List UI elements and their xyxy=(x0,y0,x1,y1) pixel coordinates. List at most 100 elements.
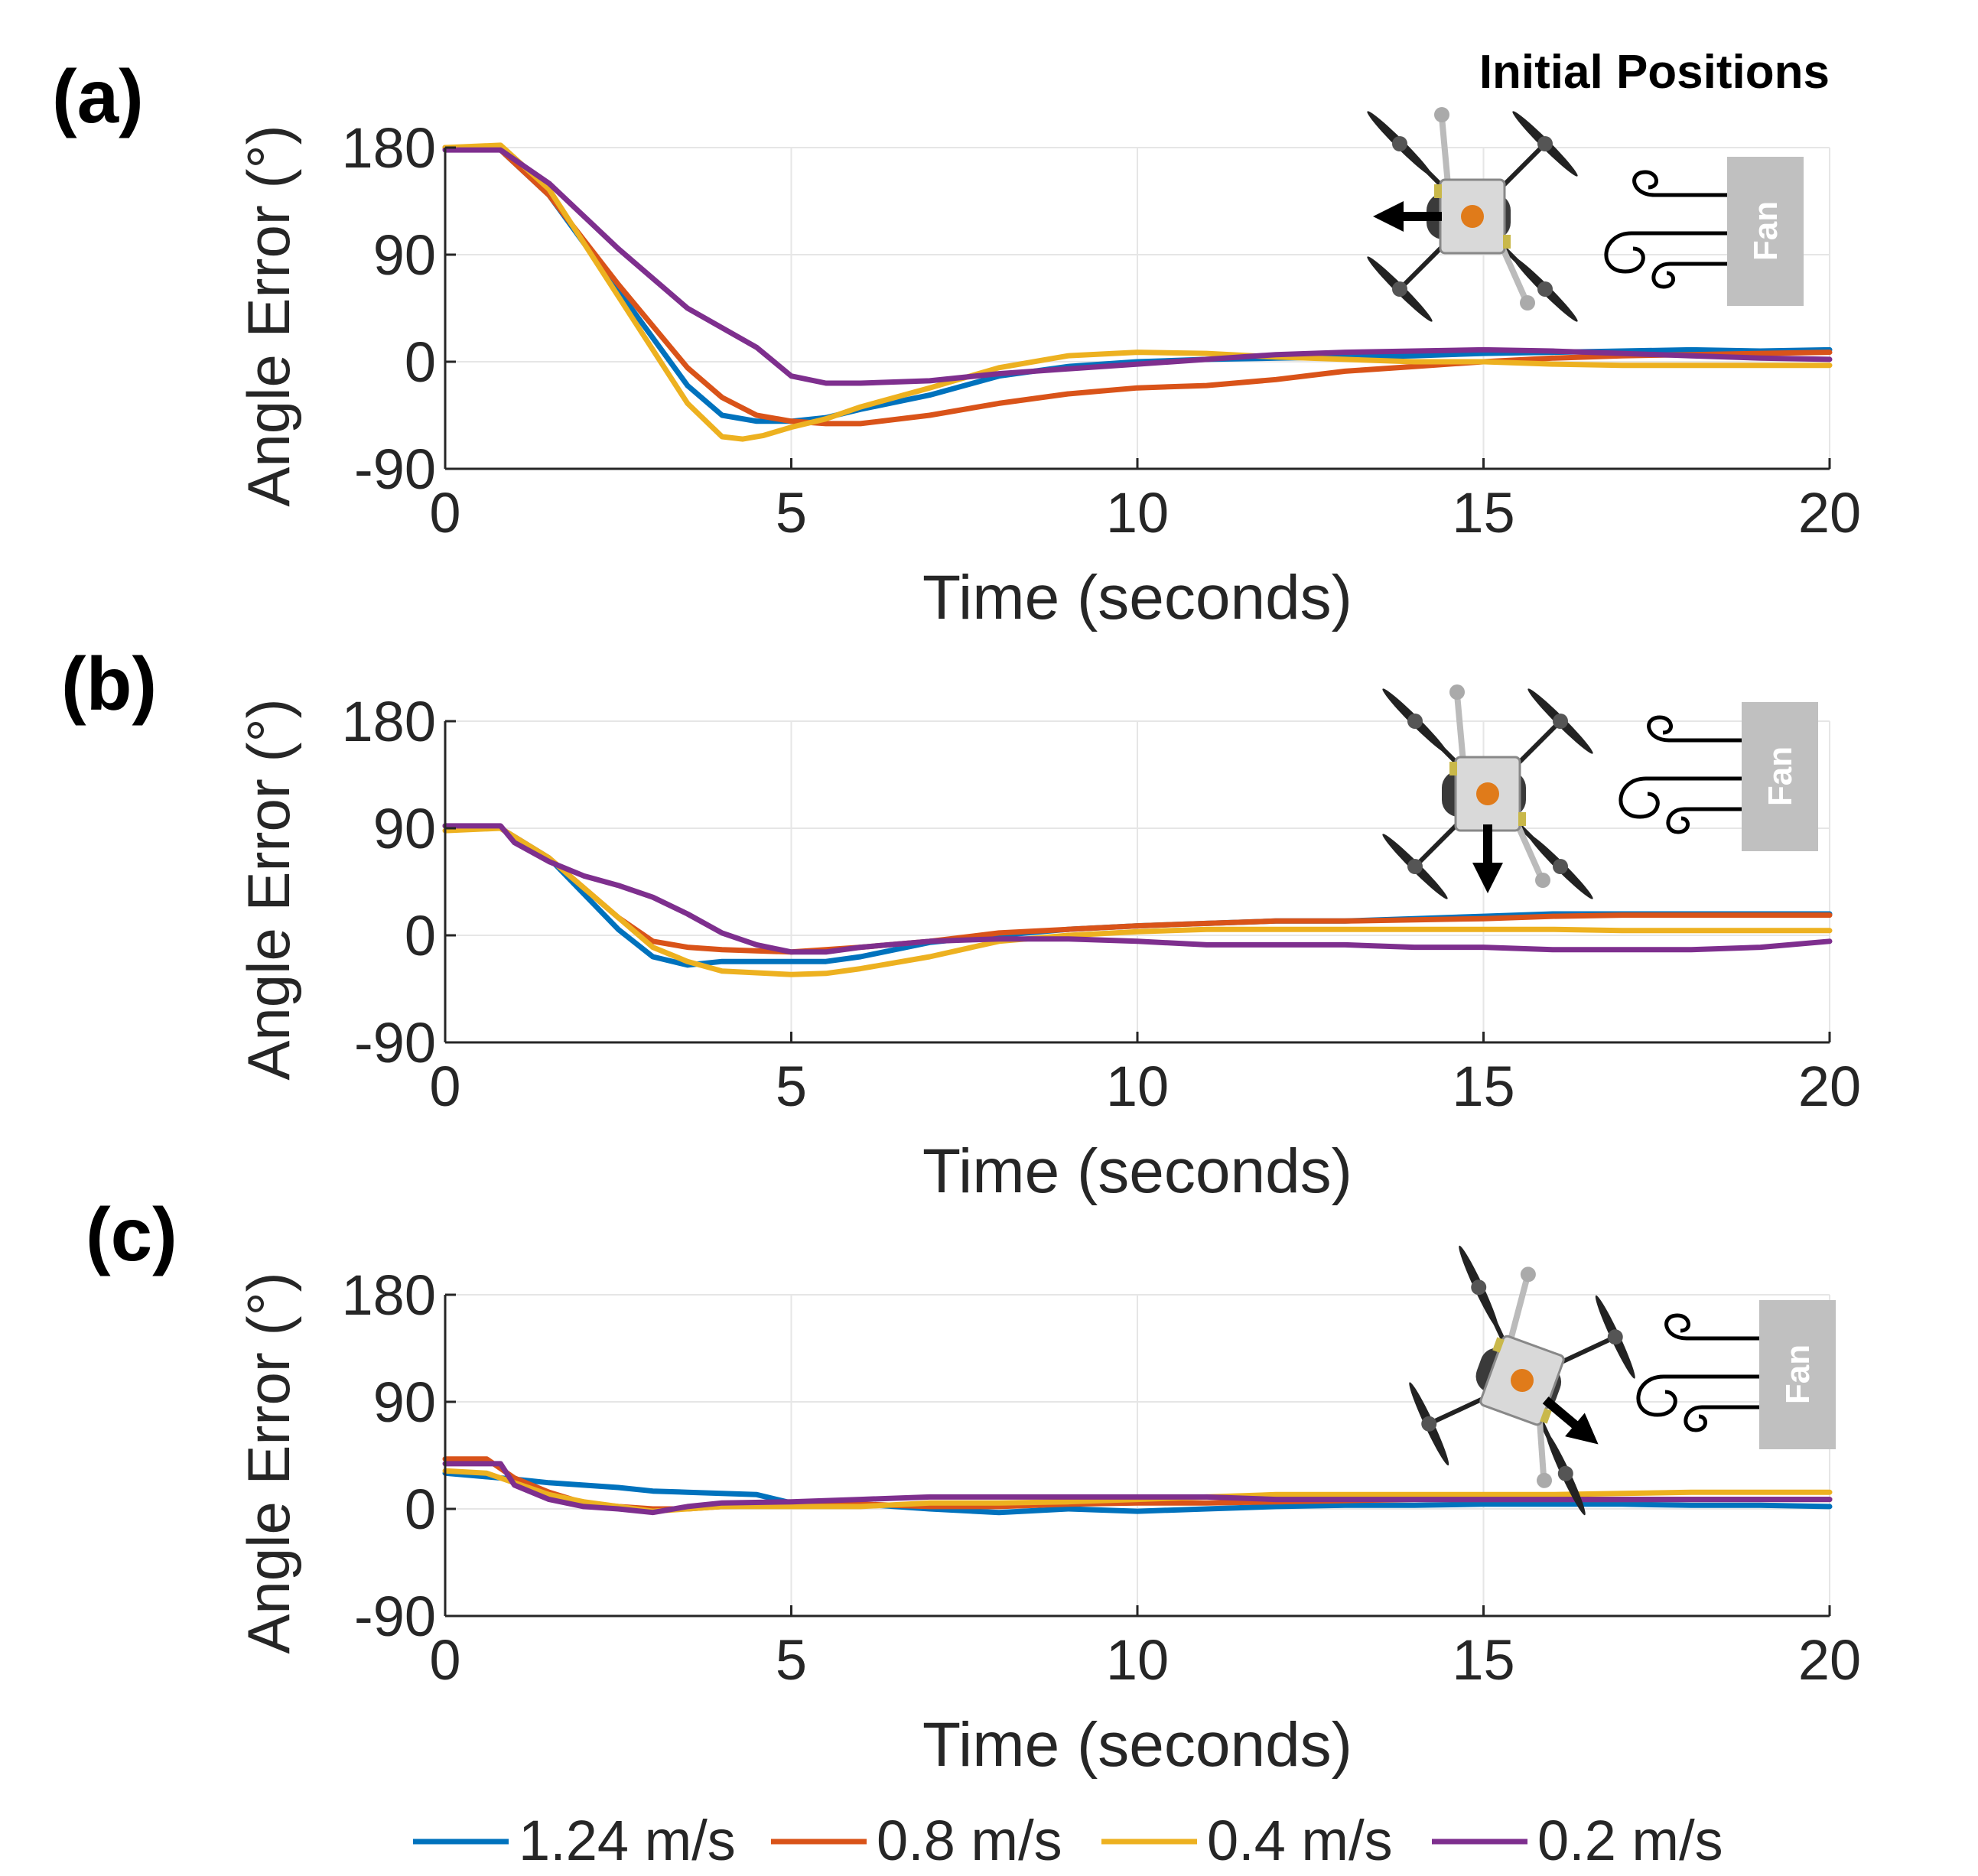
arrow-shaft xyxy=(1542,1396,1581,1431)
legend-label: 0.2 m/s xyxy=(1537,1809,1723,1872)
motor-icon xyxy=(1392,136,1407,151)
marker-ball xyxy=(1535,873,1550,888)
x-tick-label: 0 xyxy=(429,481,460,545)
motor-icon xyxy=(1392,281,1407,297)
heading-arrow-icon xyxy=(1542,1396,1599,1445)
motor-icon xyxy=(1407,714,1423,729)
drone-icon-c xyxy=(1409,1245,1635,1516)
initial-positions-title: Initial Positions xyxy=(1479,46,1830,99)
series-line-0-4-m-s xyxy=(442,1468,1833,1514)
y-tick-label: 180 xyxy=(342,1263,436,1327)
series-line-0-2-m-s xyxy=(442,147,1833,386)
motor-icon xyxy=(1407,859,1423,874)
y-tick-label: 0 xyxy=(405,330,436,394)
series-line-0-8-m-s xyxy=(442,823,1833,955)
x-tick-label: 15 xyxy=(1452,1628,1514,1692)
marker-ball xyxy=(1449,684,1465,700)
panel-label-b: (b) xyxy=(61,642,157,726)
y-tick-label: 90 xyxy=(373,1370,436,1434)
x-tick-label: 20 xyxy=(1798,1055,1861,1118)
motor-icon xyxy=(1607,1329,1623,1345)
legend-label: 0.4 m/s xyxy=(1207,1809,1393,1872)
series-line-0-2-m-s xyxy=(442,823,1833,955)
fan-label: Fan xyxy=(1779,1344,1817,1404)
x-tick-label: 20 xyxy=(1798,481,1861,545)
y-axis-label: Angle Error (°) xyxy=(235,698,302,1080)
drone-body xyxy=(1382,684,1593,899)
heading-arrow-icon xyxy=(1373,201,1442,232)
x-tick-label: 15 xyxy=(1452,1055,1514,1118)
wind-icon xyxy=(1664,1313,1759,1341)
legend-label: 0.8 m/s xyxy=(877,1809,1062,1872)
drone-center-marker xyxy=(1461,205,1484,228)
drone-board xyxy=(1518,812,1526,826)
y-tick-label: -90 xyxy=(354,1585,436,1648)
drone-board xyxy=(1492,1337,1505,1353)
y-tick-label: 0 xyxy=(405,904,436,967)
drone-icon-a xyxy=(1367,107,1578,322)
y-axis-label: Angle Error (°) xyxy=(235,125,302,506)
arrow-head xyxy=(1565,1413,1599,1445)
motor-icon xyxy=(1553,714,1568,729)
fan-box xyxy=(1759,1300,1836,1449)
drone-body xyxy=(1367,107,1578,322)
x-tick-label: 20 xyxy=(1798,1628,1861,1692)
motor-icon xyxy=(1537,136,1553,151)
x-axis-label: Time (seconds) xyxy=(922,1136,1352,1206)
fan-label: Fan xyxy=(1747,201,1784,261)
drone-center-marker xyxy=(1511,1369,1534,1392)
drone-board xyxy=(1503,235,1511,249)
motor-icon xyxy=(1471,1279,1487,1296)
wind-icon xyxy=(1636,1374,1759,1417)
motor-icon xyxy=(1557,1465,1573,1481)
marker-ball xyxy=(1434,107,1449,122)
fan-box xyxy=(1742,702,1818,851)
x-axis-label: Time (seconds) xyxy=(922,1710,1352,1780)
panel-label-c: (c) xyxy=(86,1192,177,1276)
fan-icon-c: Fan xyxy=(1636,1300,1836,1449)
wind-icon xyxy=(1619,776,1742,819)
heading-arrow-icon xyxy=(1472,824,1503,893)
marker-ball xyxy=(1537,1472,1553,1488)
drone-board xyxy=(1434,184,1442,198)
drone-board xyxy=(1540,1408,1552,1424)
wind-icon xyxy=(1604,231,1727,274)
arrow-head xyxy=(1373,201,1404,232)
x-tick-label: 5 xyxy=(776,1628,807,1692)
marker-ball xyxy=(1520,1266,1536,1283)
drone-icon-b xyxy=(1382,684,1593,899)
x-tick-label: 15 xyxy=(1452,481,1514,545)
series-line-0-2-m-s xyxy=(442,1461,1833,1516)
x-tick-label: 0 xyxy=(429,1628,460,1692)
x-tick-label: 10 xyxy=(1106,481,1169,545)
y-tick-label: 90 xyxy=(373,797,436,860)
motor-icon xyxy=(1537,281,1553,297)
fan-icon-a: Fan xyxy=(1604,157,1804,306)
series-line-1-24-m-s xyxy=(442,1470,1833,1516)
wind-icon xyxy=(1666,807,1742,834)
y-tick-label: 90 xyxy=(373,223,436,287)
y-tick-label: 0 xyxy=(405,1478,436,1541)
drone-body xyxy=(1409,1245,1635,1516)
x-tick-label: 5 xyxy=(776,481,807,545)
y-axis-label: Angle Error (°) xyxy=(235,1272,302,1653)
x-tick-label: 5 xyxy=(776,1055,807,1118)
wind-icon xyxy=(1647,715,1742,743)
fan-label: Fan xyxy=(1762,746,1799,806)
x-tick-label: 10 xyxy=(1106,1628,1169,1692)
legend: 1.24 m/s 0.8 m/s 0.4 m/s 0.2 m/s xyxy=(413,1809,1723,1872)
y-tick-label: 180 xyxy=(342,116,436,180)
x-tick-label: 10 xyxy=(1106,1055,1169,1118)
motor-icon xyxy=(1553,859,1568,874)
y-tick-label: -90 xyxy=(354,1011,436,1075)
y-tick-label: -90 xyxy=(354,437,436,501)
arrow-head xyxy=(1472,863,1503,893)
x-axis-label: Time (seconds) xyxy=(922,563,1352,632)
drone-center-marker xyxy=(1476,782,1499,805)
